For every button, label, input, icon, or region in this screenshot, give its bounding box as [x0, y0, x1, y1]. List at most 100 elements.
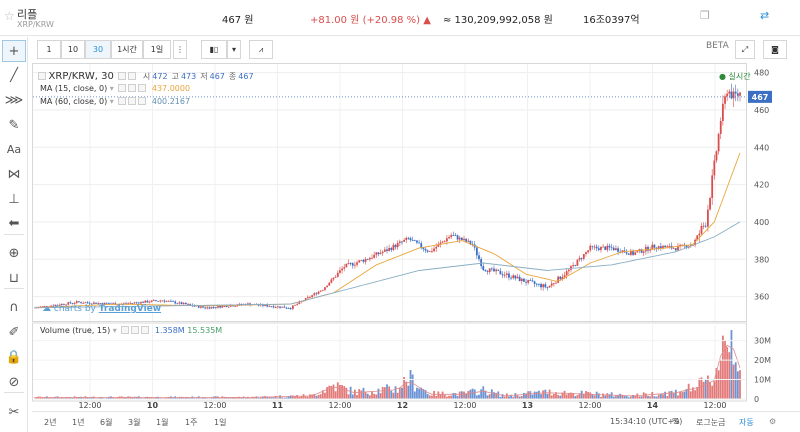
indicators-icon[interactable]: ⩘ — [249, 40, 273, 59]
volume-bar — [71, 397, 74, 399]
candle-style-icon[interactable]: ▮▯ — [201, 40, 227, 59]
candle-body — [197, 305, 200, 308]
fib-icon[interactable]: ⋙ — [4, 92, 24, 108]
log-scale-toggle[interactable]: 로그눈금 — [696, 418, 726, 427]
candle-body — [381, 251, 384, 254]
settings-icon[interactable] — [128, 72, 137, 80]
interval-button[interactable]: 1시간 — [111, 40, 143, 59]
range-button[interactable]: 1년 — [72, 418, 85, 427]
chevron-down-icon[interactable]: ▾ — [109, 97, 114, 106]
eye-icon[interactable] — [121, 326, 130, 334]
y-tick-label: 360 — [754, 293, 769, 302]
remove-icon[interactable]: ✂ — [8, 404, 20, 420]
refresh-icon[interactable]: ⇄ — [760, 9, 770, 22]
candle-body — [416, 240, 418, 243]
volume-bar — [309, 394, 311, 399]
collapse-icon[interactable] — [38, 72, 46, 80]
settings-icon[interactable] — [128, 84, 137, 92]
chevron-down-icon[interactable]: ▾ — [227, 40, 241, 59]
eye-icon[interactable] — [118, 97, 127, 105]
x-tick-label: 12:00 — [703, 401, 726, 410]
copy-icon[interactable]: ❐ — [700, 9, 710, 22]
range-button[interactable]: 2년 — [44, 418, 57, 427]
candle-body — [719, 121, 722, 134]
brush-icon[interactable]: ✎ — [8, 117, 20, 133]
range-button[interactable]: 6월 — [100, 418, 113, 427]
candle-body — [610, 247, 613, 249]
candle-body — [377, 252, 380, 255]
zoom-icon[interactable]: ⊕ — [8, 245, 20, 261]
settings-icon[interactable] — [131, 326, 140, 334]
volume-bar — [734, 362, 737, 399]
candle-body — [401, 241, 403, 243]
ruler-icon[interactable]: ⊔ — [8, 270, 20, 286]
volume-bar — [58, 397, 61, 399]
volume-bar — [304, 396, 307, 399]
gear-icon[interactable]: ⚙ — [769, 417, 777, 426]
interval-button[interactable]: 1일 — [143, 40, 171, 59]
range-button[interactable]: 1월 — [156, 418, 169, 427]
candle-body — [580, 258, 583, 259]
volume-bar — [386, 384, 388, 399]
volume-bar — [664, 391, 667, 399]
ma60-legend: MA (60, close, 0) ▾ 400.2167 — [40, 97, 190, 106]
pattern-icon[interactable]: ⋈ — [7, 166, 21, 182]
auto-scale-toggle[interactable]: 자동 — [739, 418, 754, 427]
price-chart[interactable]: 360 380 400 420 440 460 480 12:00 10 12:00 11 12:00… — [32, 63, 800, 432]
clock-time: 15:34:10 (UTC+9) — [610, 417, 683, 426]
settings-icon[interactable] — [128, 97, 137, 105]
candle-body — [155, 300, 157, 301]
candle-body — [304, 298, 307, 301]
arrow-back-icon[interactable]: ⬅ — [8, 215, 20, 231]
range-button[interactable]: 1주 — [185, 418, 198, 427]
interval-button[interactable]: 10 — [61, 40, 85, 59]
volume-bar — [60, 396, 63, 399]
volume-bar — [469, 389, 472, 399]
trend-line-icon[interactable]: ╱ — [10, 67, 18, 83]
volume-tick-label: 0 — [754, 395, 759, 404]
percent-toggle[interactable]: % — [672, 417, 680, 426]
chart-canvas[interactable]: 360 380 400 420 440 460 480 12:00 10 12:00 11 12:00… — [32, 63, 800, 411]
favorite-star-icon[interactable]: ☆ — [4, 9, 15, 23]
eye-icon[interactable] — [118, 84, 127, 92]
measure-icon[interactable]: ⊥ — [8, 191, 20, 207]
chevron-down-icon[interactable]: ▾ — [112, 326, 117, 335]
stay-drawing-icon[interactable]: ✐ — [8, 324, 20, 340]
chevron-down-icon[interactable]: ▾ — [109, 84, 114, 93]
candle-body — [478, 255, 480, 260]
candle-body — [180, 302, 183, 305]
candle-body — [69, 302, 72, 304]
volume-bar — [287, 396, 290, 399]
volume-bar — [99, 397, 102, 399]
fullscreen-icon[interactable]: ⤢ — [735, 40, 755, 59]
range-button[interactable]: 3월 — [128, 418, 141, 427]
candle-body — [212, 306, 215, 308]
interval-button[interactable]: 1 — [37, 40, 61, 59]
volume-bar — [184, 397, 187, 399]
tradingview-link[interactable]: TradingView — [98, 304, 162, 314]
crosshair-icon[interactable]: + — [2, 40, 26, 62]
candle-body — [717, 133, 720, 152]
volume-bar — [689, 391, 692, 399]
text-icon[interactable]: Aa — [6, 142, 22, 156]
volume-bar — [493, 392, 495, 399]
candle-body — [463, 238, 465, 240]
volume-bar — [636, 393, 639, 399]
eye-icon[interactable] — [118, 72, 127, 80]
magnet-icon[interactable]: ∩ — [9, 299, 19, 315]
realtime-label: 실시간 — [728, 72, 751, 81]
snapshot-camera-icon[interactable]: ◙ — [763, 40, 787, 59]
tradingview-watermark[interactable]: ☁ charts by TradingView — [42, 304, 161, 314]
range-button[interactable]: 1일 — [214, 418, 227, 427]
close-icon[interactable] — [138, 84, 147, 92]
lock-icon[interactable]: 🔒 — [5, 349, 23, 365]
close-icon[interactable] — [138, 97, 147, 105]
interval-button[interactable]: 30 — [85, 40, 111, 59]
eye-hide-icon[interactable]: ⊘ — [8, 374, 20, 390]
candle-body — [640, 249, 643, 253]
volume-bar — [298, 396, 301, 399]
more-intervals-button[interactable]: ⋮ — [173, 40, 187, 59]
candle-body — [732, 91, 735, 99]
close-icon[interactable] — [141, 326, 150, 334]
volume-bar — [180, 396, 183, 399]
